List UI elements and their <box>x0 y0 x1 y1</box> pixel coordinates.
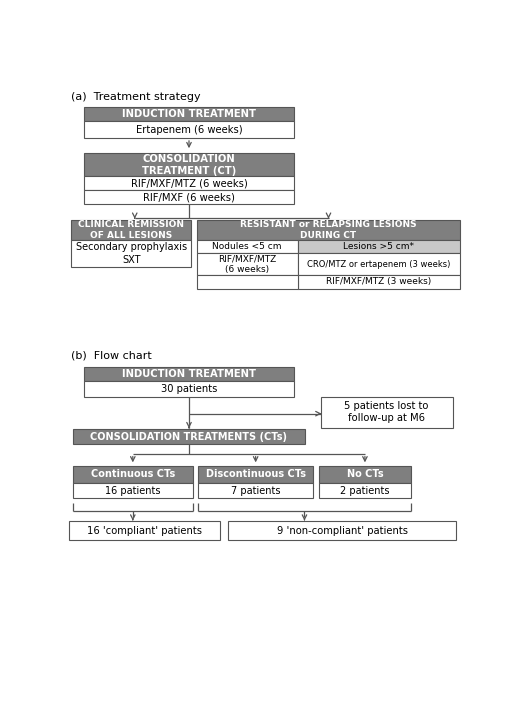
FancyBboxPatch shape <box>321 397 452 428</box>
FancyBboxPatch shape <box>73 466 193 483</box>
FancyBboxPatch shape <box>73 429 305 444</box>
FancyBboxPatch shape <box>228 521 457 540</box>
Text: Lesions >5 cm*: Lesions >5 cm* <box>343 242 414 251</box>
Text: CRO/MTZ or ertapenem (3 weeks): CRO/MTZ or ertapenem (3 weeks) <box>307 260 450 269</box>
Text: INDUCTION TREATMENT: INDUCTION TREATMENT <box>122 109 256 119</box>
Text: RIF/MXF/MTZ (3 weeks): RIF/MXF/MTZ (3 weeks) <box>326 277 432 287</box>
FancyBboxPatch shape <box>197 240 297 253</box>
Text: RIF/MXF/MTZ (6 weeks): RIF/MXF/MTZ (6 weeks) <box>131 179 248 189</box>
FancyBboxPatch shape <box>197 220 460 240</box>
Text: CONSOLIDATION TREATMENTS (CTs): CONSOLIDATION TREATMENTS (CTs) <box>90 432 288 442</box>
FancyBboxPatch shape <box>84 190 294 204</box>
FancyBboxPatch shape <box>297 253 460 275</box>
Text: 16 patients: 16 patients <box>105 486 161 495</box>
Text: 7 patients: 7 patients <box>231 486 280 495</box>
FancyBboxPatch shape <box>197 253 297 275</box>
Text: 16 'compliant' patients: 16 'compliant' patients <box>87 526 202 536</box>
Text: Nodules <5 cm: Nodules <5 cm <box>212 242 282 251</box>
FancyBboxPatch shape <box>71 220 191 240</box>
Text: Ertapenem (6 weeks): Ertapenem (6 weeks) <box>136 125 242 135</box>
FancyBboxPatch shape <box>297 240 460 253</box>
FancyBboxPatch shape <box>319 466 411 483</box>
FancyBboxPatch shape <box>73 483 193 498</box>
FancyBboxPatch shape <box>197 275 297 289</box>
Text: 2 patients: 2 patients <box>340 486 389 495</box>
Text: RESISTANT or RELAPSING LESIONS
DURING CT: RESISTANT or RELAPSING LESIONS DURING CT <box>240 220 417 240</box>
FancyBboxPatch shape <box>84 121 294 138</box>
Text: INDUCTION TREATMENT: INDUCTION TREATMENT <box>122 369 256 379</box>
FancyBboxPatch shape <box>198 483 313 498</box>
Text: (a)  Treatment strategy: (a) Treatment strategy <box>71 92 201 102</box>
FancyBboxPatch shape <box>69 521 220 540</box>
FancyBboxPatch shape <box>71 240 191 267</box>
Text: CLINICAL REMISSION
OF ALL LESIONS: CLINICAL REMISSION OF ALL LESIONS <box>79 220 184 240</box>
Text: RIF/MXF (6 weeks): RIF/MXF (6 weeks) <box>143 192 235 202</box>
FancyBboxPatch shape <box>319 483 411 498</box>
Text: No CTs: No CTs <box>347 469 383 480</box>
FancyBboxPatch shape <box>84 107 294 121</box>
FancyBboxPatch shape <box>297 275 460 289</box>
Text: 30 patients: 30 patients <box>161 384 217 394</box>
FancyBboxPatch shape <box>198 466 313 483</box>
Text: Secondary prophylaxis
SXT: Secondary prophylaxis SXT <box>76 243 187 265</box>
Text: RIF/MXF/MTZ
(6 weeks): RIF/MXF/MTZ (6 weeks) <box>218 254 276 274</box>
Text: Discontinuous CTs: Discontinuous CTs <box>205 469 306 480</box>
Text: 5 patients lost to
follow-up at M6: 5 patients lost to follow-up at M6 <box>344 401 429 423</box>
Text: CONSOLIDATION
TREATMENT (CT): CONSOLIDATION TREATMENT (CT) <box>142 154 236 176</box>
FancyBboxPatch shape <box>84 382 294 397</box>
Text: (b)  Flow chart: (b) Flow chart <box>71 351 152 361</box>
Text: 9 'non-compliant' patients: 9 'non-compliant' patients <box>277 526 408 536</box>
FancyBboxPatch shape <box>84 153 294 176</box>
FancyBboxPatch shape <box>84 367 294 382</box>
Text: Continuous CTs: Continuous CTs <box>90 469 175 480</box>
FancyBboxPatch shape <box>84 176 294 190</box>
